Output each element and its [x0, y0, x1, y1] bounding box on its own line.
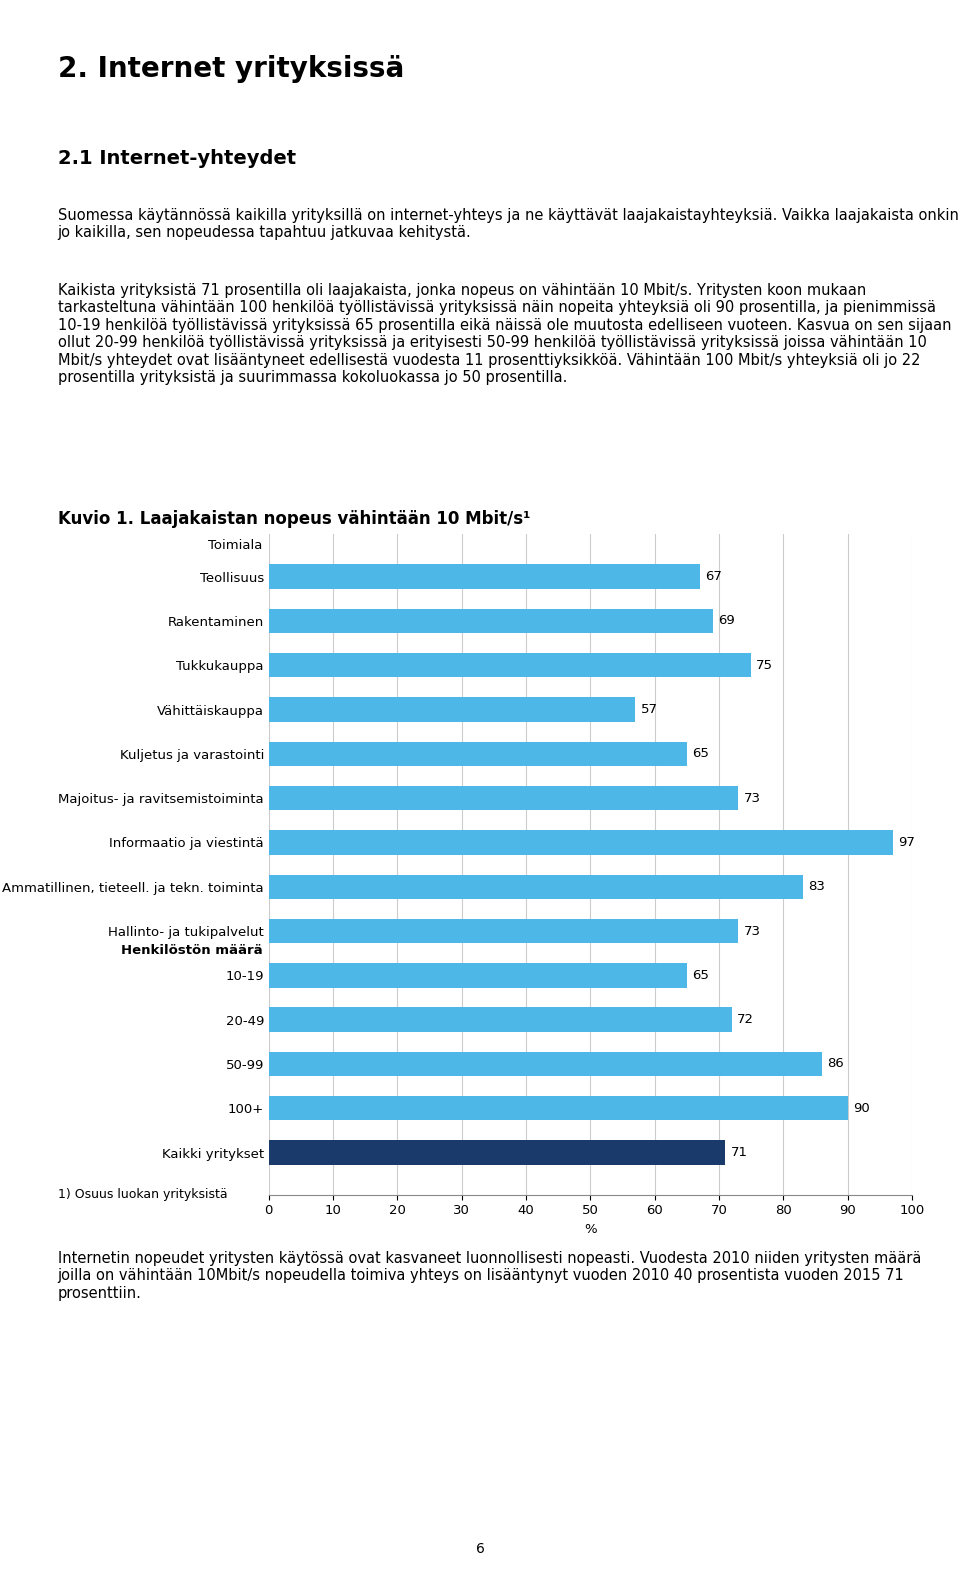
Bar [269, 1008, 732, 1031]
Text: Henkilöstön määrä: Henkilöstön määrä [121, 945, 262, 957]
Bar [269, 608, 712, 634]
Text: 71: 71 [731, 1146, 748, 1159]
Bar [269, 564, 700, 590]
Bar [269, 964, 687, 987]
Bar [269, 652, 752, 678]
Text: 2. Internet yrityksissä: 2. Internet yrityksissä [58, 55, 404, 83]
Bar [269, 786, 738, 810]
X-axis label: %: % [584, 1223, 597, 1236]
Text: Kaikista yrityksistä 71 prosentilla oli laajakaista, jonka nopeus on vähintään 1: Kaikista yrityksistä 71 prosentilla oli … [58, 283, 951, 385]
Text: 57: 57 [640, 703, 658, 717]
Text: 69: 69 [718, 615, 734, 627]
Text: Kuvio 1. Laajakaistan nopeus vähintään 10 Mbit/s¹: Kuvio 1. Laajakaistan nopeus vähintään 1… [58, 509, 530, 528]
Text: Internetin nopeudet yritysten käytössä ovat kasvaneet luonnollisesti nopeasti. V: Internetin nopeudet yritysten käytössä o… [58, 1251, 921, 1300]
Text: 97: 97 [898, 836, 915, 849]
Text: 86: 86 [828, 1058, 844, 1071]
Bar [269, 1140, 726, 1165]
Text: 2.1 Internet-yhteydet: 2.1 Internet-yhteydet [58, 149, 296, 168]
Text: Suomessa käytännössä kaikilla yrityksillä on internet-yhteys ja ne käyttävät laa: Suomessa käytännössä kaikilla yrityksill… [58, 208, 958, 241]
Bar [269, 698, 636, 722]
Bar [269, 830, 893, 855]
Text: 73: 73 [743, 924, 760, 937]
Text: 67: 67 [705, 571, 722, 583]
Text: 1) Osuus luokan yrityksistä: 1) Osuus luokan yrityksistä [58, 1188, 228, 1201]
Text: 90: 90 [852, 1102, 870, 1115]
Text: 73: 73 [743, 792, 760, 805]
Bar [269, 742, 687, 766]
Text: 65: 65 [692, 968, 708, 982]
Text: Toimiala: Toimiala [208, 539, 262, 552]
Text: 72: 72 [737, 1012, 754, 1027]
Text: 83: 83 [807, 880, 825, 893]
Text: 65: 65 [692, 747, 708, 761]
Text: 75: 75 [756, 659, 774, 671]
Bar [269, 874, 803, 899]
Bar [269, 1052, 822, 1077]
Bar [269, 920, 738, 943]
Bar [269, 1096, 848, 1121]
Text: 6: 6 [475, 1542, 485, 1556]
